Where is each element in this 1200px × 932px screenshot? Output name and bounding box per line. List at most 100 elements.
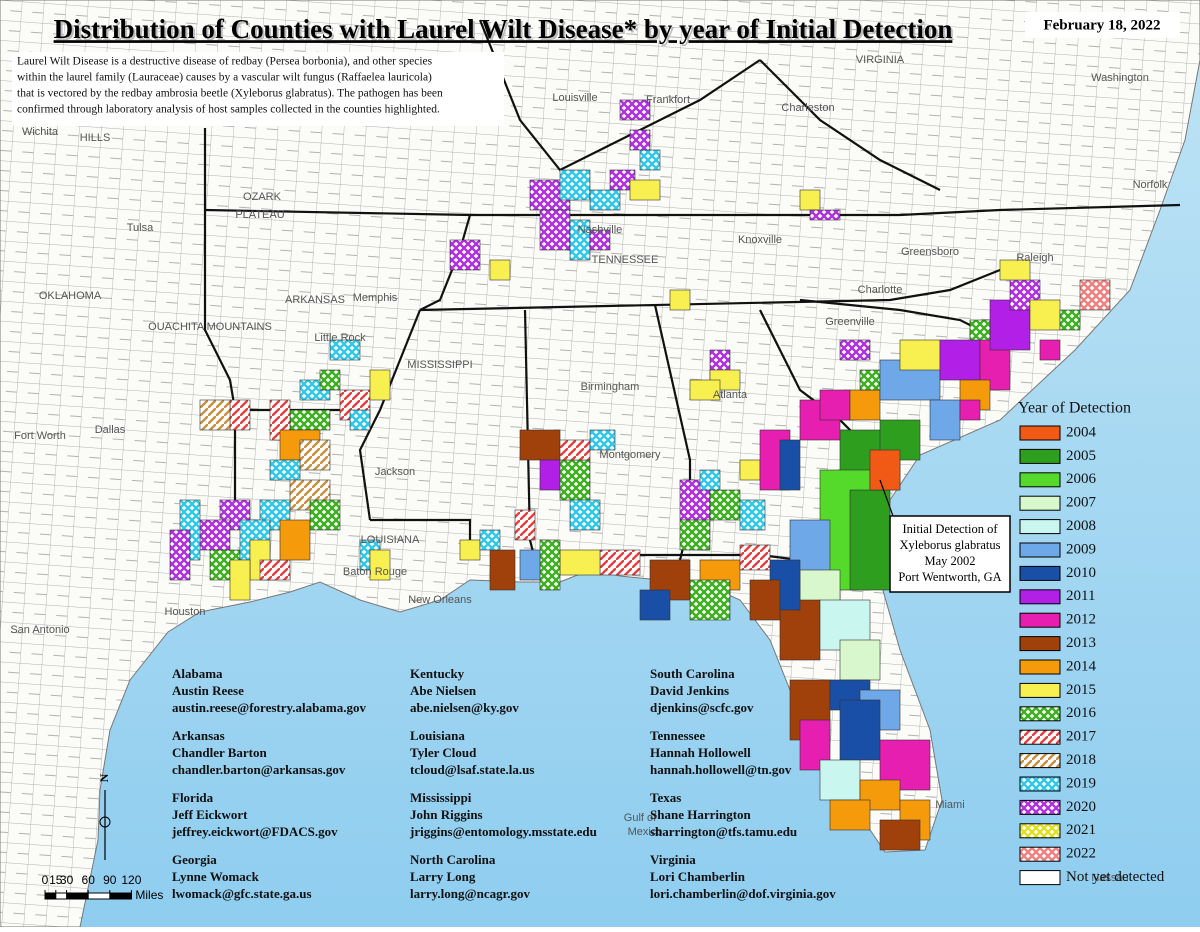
legend-swatch (1019, 448, 1061, 464)
contact-state: Mississippi (410, 790, 472, 805)
contact-email: jeffrey.eickwort@FDACS.gov (171, 824, 338, 839)
county-fill (739, 459, 761, 481)
description: Laurel Wilt Disease is a destructive dis… (17, 56, 443, 116)
county-fill (839, 639, 881, 681)
legend-label: 2021 (1066, 822, 1096, 838)
county-fill (299, 439, 331, 471)
date-box (1025, 12, 1180, 38)
county-fill (739, 499, 766, 531)
county-fill (449, 239, 481, 271)
legend-swatch (1019, 495, 1061, 511)
place-label: OKLAHOMA (39, 290, 102, 302)
description-line: within the laurel family (Lauraceae) cau… (17, 72, 432, 84)
annotation: Initial Detection of Xyleborus glabratus M… (898, 522, 1001, 584)
annotation-line: Port Wentworth, GA (898, 570, 1001, 584)
scale-segment (109, 893, 132, 899)
legend-swatch (1019, 682, 1061, 698)
county-fill (539, 209, 571, 251)
description-box (12, 52, 504, 126)
county-fill (809, 209, 841, 221)
county-fill (969, 319, 991, 341)
contact-state: Georgia (172, 852, 217, 867)
legend-label: 2013 (1066, 635, 1096, 651)
scale-segment (66, 893, 89, 899)
contact-name: David Jenkins (650, 683, 729, 698)
legend-label: 2019 (1066, 775, 1096, 791)
county-fill (839, 699, 881, 761)
county-fill (479, 529, 501, 551)
contact-state: Kentucky (410, 666, 465, 681)
contact-name: Abe Nielsen (410, 683, 477, 698)
legend-swatch (1019, 472, 1061, 488)
scale-label: 60 (82, 873, 96, 887)
legend-swatch (1019, 753, 1061, 769)
annotation-line: May 2002 (924, 554, 975, 568)
county-fill (739, 544, 771, 571)
place-label: HILLS (80, 132, 111, 144)
county-fill (559, 439, 591, 461)
contact-email: lori.chamberlin@dof.virginia.gov (650, 886, 836, 901)
place-label: Mexico (628, 826, 663, 838)
county-fill (929, 399, 961, 441)
county-fill (559, 459, 591, 501)
legend-label: 2014 (1066, 658, 1097, 674)
contact-email: tcloud@lsaf.state.la.us (410, 762, 534, 777)
title: Distribution of Counties with Laurel Wil… (54, 14, 953, 44)
place-label: Fort Worth (14, 430, 66, 442)
county-fill (539, 459, 561, 491)
county-fill (899, 339, 941, 371)
county-fill (309, 499, 341, 531)
county-fill (1079, 279, 1111, 311)
legend-swatch (1019, 823, 1061, 839)
contact-state: Tennessee (650, 728, 705, 743)
annotation-line: Initial Detection of (902, 522, 998, 536)
county-fill (679, 519, 711, 551)
place-label: Frankfort (646, 94, 690, 106)
contact-email: djenkins@scfc.gov (650, 700, 754, 715)
contact-email: lwomack@gfc.state.ga.us (172, 886, 312, 901)
contact-name: Austin Reese (172, 683, 244, 698)
place-label: VIRGINIA (856, 54, 905, 66)
contact-email: austin.reese@forestry.alabama.gov (172, 700, 366, 715)
contact-name: John Riggins (410, 807, 483, 822)
title-shadow: Distribution of Counties with Laurel Wil… (56, 16, 955, 46)
county-fill (829, 799, 871, 831)
county-fill (599, 549, 641, 576)
county-fill (1029, 299, 1061, 331)
county-fill (1039, 339, 1061, 361)
place-label: Jackson (375, 466, 415, 478)
contact-state: North Carolina (410, 852, 496, 867)
county-fill (799, 189, 821, 211)
county-fill (199, 519, 231, 551)
contact-email: abe.nielsen@ky.gov (410, 700, 519, 715)
legend-label: 2017 (1066, 729, 1097, 745)
county-fill (369, 369, 391, 401)
county-fill (819, 389, 851, 421)
place-label: OUACHITA MOUNTAINS (148, 321, 272, 333)
legend-swatch (1019, 776, 1061, 792)
annotation-box (889, 515, 1011, 593)
detected-counties (169, 99, 1111, 851)
county-fill (999, 259, 1031, 281)
county-fill (369, 549, 391, 581)
county-fill (839, 339, 871, 361)
county-fill (519, 429, 561, 461)
county-fill (289, 409, 331, 431)
place-label: Atlanta (713, 389, 748, 401)
county-fill (349, 409, 371, 431)
legend-label: 2020 (1066, 799, 1096, 815)
legend-swatch (1019, 589, 1061, 605)
county-fill (709, 489, 741, 521)
county-fill (489, 549, 516, 591)
legend-swatch (1019, 565, 1061, 581)
scale-label: 90 (103, 873, 117, 887)
legend-swatch (1019, 612, 1061, 628)
scale-segment (45, 893, 56, 899)
place-label: Memphis (353, 292, 398, 304)
legend-swatch (1019, 729, 1061, 745)
scale-label: 15 (49, 873, 63, 887)
place-label: Montgomery (599, 449, 661, 461)
county-fill (1059, 309, 1081, 331)
contact-state: Florida (172, 790, 214, 805)
county-fill (819, 759, 861, 801)
